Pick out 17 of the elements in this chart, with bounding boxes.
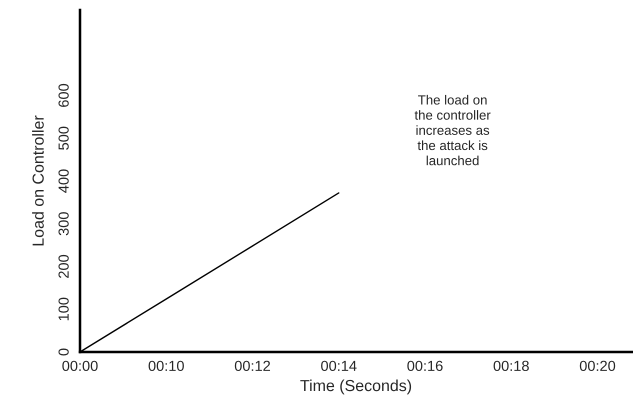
y-tick-label: 0: [58, 348, 69, 356]
y-tick-label: 100: [58, 298, 69, 320]
y-tick-label: 400: [58, 169, 69, 193]
y-tick-label: 200: [58, 254, 69, 278]
y-tick-label: 300: [58, 212, 69, 236]
x-tick-label: 00:20: [580, 360, 616, 372]
annotation: The load on the controller increases as the attack is launched: [414, 94, 491, 166]
x-axis-title: Time (Seconds): [300, 379, 412, 394]
y-axis-title: Load on Controller: [32, 116, 44, 246]
x-tick-label: 00:12: [234, 360, 270, 372]
x-tick-label: 00:16: [407, 360, 443, 372]
x-tick-label: 00:14: [321, 360, 357, 372]
x-tick-label: 00:18: [494, 360, 529, 372]
y-tick-label: 600: [58, 84, 69, 107]
x-tick-label: 00:10: [148, 360, 184, 372]
y-tick-label: 500: [58, 126, 69, 150]
x-tick-label: 00:00: [62, 360, 98, 372]
